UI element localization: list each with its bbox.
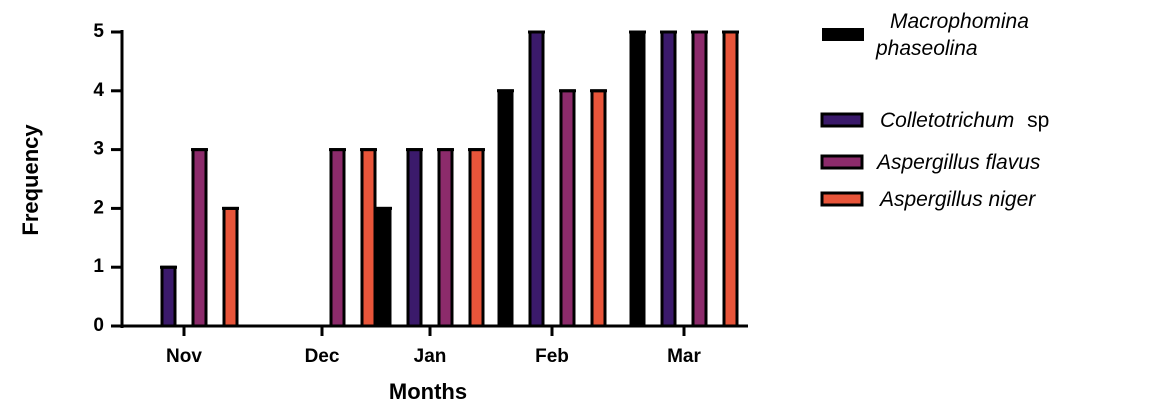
y-tick-label-0: 0 <box>93 315 104 336</box>
legend-label-macrophomina-line1: Macrophomina <box>890 10 1029 33</box>
legend-swatch-macrophomina <box>822 28 864 41</box>
x-tick-label-jan: Jan <box>414 346 447 367</box>
bar-mar-series-0 <box>629 30 646 328</box>
legend-swatch-flavus <box>820 154 864 170</box>
legend-label-niger: Aspergillus niger <box>878 188 1036 211</box>
bar-jan-series-3 <box>468 148 485 328</box>
y-tick-label-1: 1 <box>93 256 104 277</box>
bar-dec-series-2 <box>329 148 346 328</box>
bar-feb-series-3 <box>590 89 607 328</box>
x-tick-label-nov: Nov <box>166 346 202 367</box>
y-axis-title: Frequency <box>18 124 43 236</box>
bar-feb-series-1 <box>528 30 545 328</box>
y-tick-label-3: 3 <box>93 139 104 160</box>
legend-label-colletotrichum-sp: sp <box>1027 109 1049 132</box>
bar-dec-series-3 <box>360 148 377 328</box>
legend: Macrophomina phaseolina Colletotrichum s… <box>820 10 1049 211</box>
legend-label-macrophomina-line2: phaseolina <box>875 37 978 60</box>
bar-feb-series-0 <box>497 89 514 328</box>
bar-jan-series-2 <box>437 148 454 328</box>
x-axis-title: Months <box>389 379 467 404</box>
y-axis: 0 1 2 3 4 5 <box>93 21 124 336</box>
bar-jan-series-0 <box>375 206 392 328</box>
y-tick-label-2: 2 <box>93 197 104 218</box>
x-tick-label-feb: Feb <box>535 346 569 367</box>
bar-nov-series-3 <box>222 206 239 328</box>
y-tick-label-4: 4 <box>93 80 104 101</box>
bar-feb-series-2 <box>559 89 576 328</box>
plot-area <box>160 30 739 328</box>
legend-swatch-niger <box>820 191 864 207</box>
legend-label-colletotrichum-italic: Colletotrichum <box>880 109 1014 132</box>
bar-jan-series-1 <box>406 148 423 328</box>
bar-mar-series-1 <box>660 30 677 328</box>
bar-nov-series-1 <box>160 265 177 328</box>
x-axis: Nov Dec Jan Feb Mar <box>121 324 748 367</box>
bar-nov-series-2 <box>191 148 208 328</box>
legend-label-flavus: Aspergillus flavus <box>875 151 1041 174</box>
x-tick-label-dec: Dec <box>305 346 340 367</box>
bar-mar-series-2 <box>691 30 708 328</box>
x-tick-label-mar: Mar <box>667 346 701 367</box>
legend-swatch-colletotrichum <box>820 112 864 128</box>
legend-label-colletotrichum: Colletotrichum sp <box>880 109 1049 132</box>
y-tick-label-5: 5 <box>93 21 104 42</box>
bar-mar-series-3 <box>722 30 739 328</box>
